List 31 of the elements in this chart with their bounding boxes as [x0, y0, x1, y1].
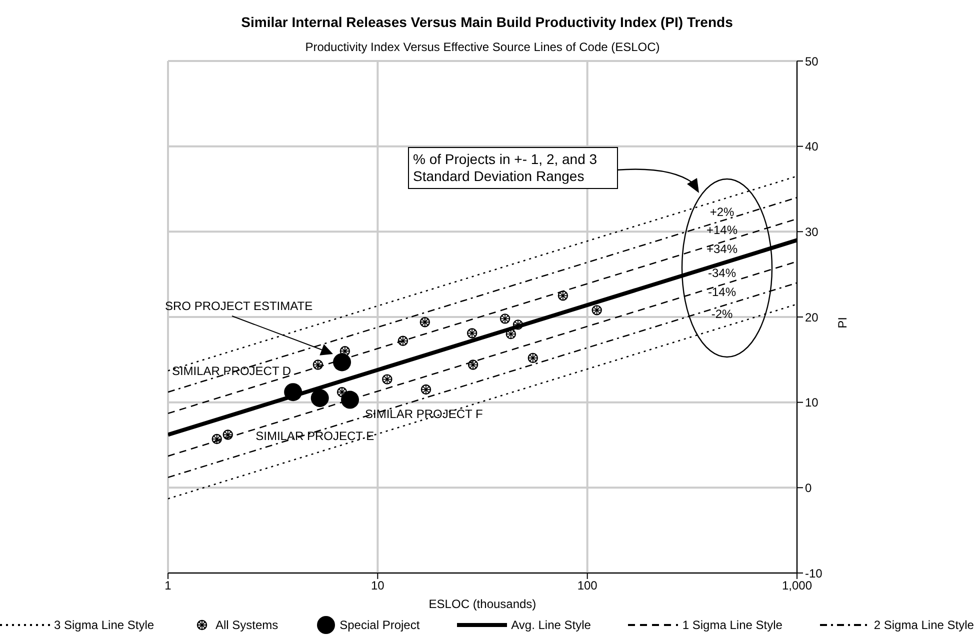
annotation: SIMILAR PROJECT D	[172, 364, 292, 378]
legend-label: 2 Sigma Line Style	[874, 618, 974, 632]
x-axis-title: ESLOC (thousands)	[428, 597, 536, 611]
x-tick-label: 100	[577, 578, 598, 593]
legend-label: Special Project	[340, 618, 420, 632]
annotation: +2%	[710, 205, 734, 219]
legend-label: 3 Sigma Line Style	[54, 618, 154, 632]
y-tick-label: 50	[805, 54, 819, 68]
y-tick-label: 10	[805, 396, 819, 410]
chart-subtitle: Productivity Index Versus Effective Source Lines of Code (ESLOC)	[304, 40, 661, 54]
annotation: -14%	[708, 285, 736, 299]
annotation: SIMILAR PROJECT E	[256, 429, 374, 444]
chart-title: Similar Internal Releases Versus Main Build Productivity Index (PI) Trends	[240, 14, 734, 30]
y-tick-label: -10	[805, 566, 823, 580]
x-tick-label: 1,000	[782, 578, 812, 593]
y-tick-label: 0	[805, 480, 812, 495]
annotation: +14%	[706, 223, 738, 237]
annotation: -34%	[708, 266, 736, 280]
annotation: % of Projects in +- 1, 2, and 3 Standard Deviation Ranges	[408, 147, 618, 189]
x-tick-label: 1	[164, 578, 172, 593]
legend-label: Avg. Line Style	[511, 618, 591, 632]
annotation: +34%	[706, 242, 738, 256]
y-tick-label: 20	[805, 310, 819, 324]
annotation: -2%	[711, 307, 733, 321]
y-tick-label: 40	[805, 140, 819, 154]
annotation: SRO PROJECT ESTIMATE	[165, 299, 313, 313]
legend-label: 1 Sigma Line Style	[682, 618, 782, 632]
y-tick-label: 30	[805, 224, 819, 239]
y-axis-title: PI	[835, 317, 850, 328]
x-tick-label: 10	[370, 578, 385, 593]
legend-label: All Systems	[216, 618, 278, 632]
